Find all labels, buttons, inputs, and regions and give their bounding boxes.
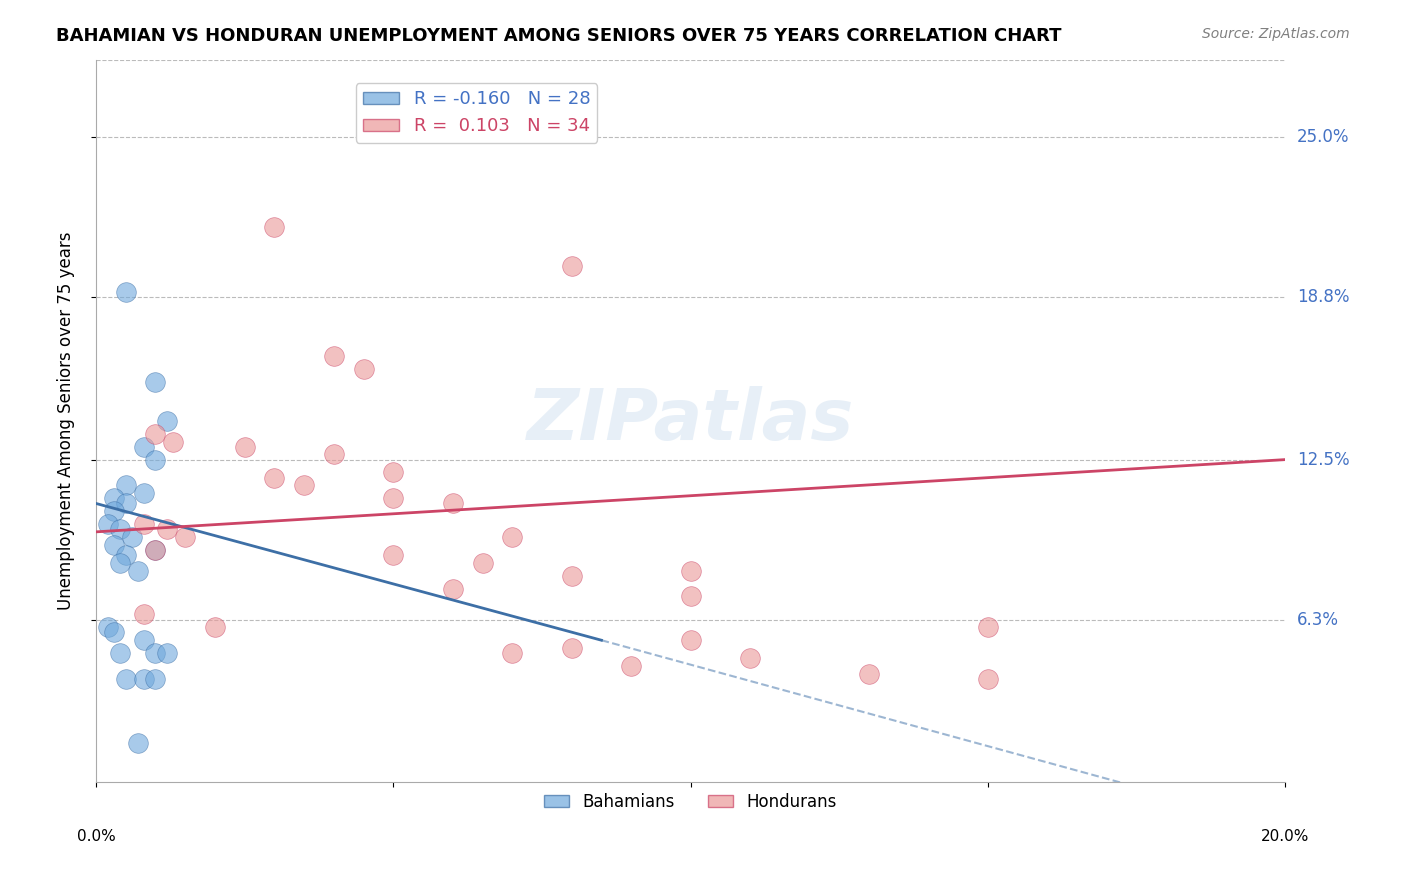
Point — [145, 542, 167, 557]
Point — [145, 646, 167, 660]
Point — [145, 542, 167, 557]
Point — [441, 496, 464, 510]
Point — [382, 466, 405, 480]
Point — [114, 672, 136, 686]
Text: 18.8%: 18.8% — [1298, 288, 1350, 306]
Point — [156, 414, 179, 428]
Point — [145, 426, 167, 441]
Text: 0.0%: 0.0% — [77, 829, 115, 844]
Point — [145, 375, 167, 389]
Point — [382, 548, 405, 562]
Point — [156, 522, 179, 536]
Point — [121, 530, 143, 544]
Point — [263, 470, 285, 484]
Point — [977, 672, 1000, 686]
Text: ZIPatlas: ZIPatlas — [527, 386, 855, 456]
Point — [108, 556, 131, 570]
Point — [132, 633, 155, 648]
Point — [204, 620, 226, 634]
Point — [382, 491, 405, 506]
Point — [561, 640, 583, 655]
Point — [132, 607, 155, 622]
Point — [740, 651, 762, 665]
Point — [441, 582, 464, 596]
Point — [108, 646, 131, 660]
Point — [561, 568, 583, 582]
Y-axis label: Unemployment Among Seniors over 75 years: Unemployment Among Seniors over 75 years — [58, 232, 75, 610]
Text: 25.0%: 25.0% — [1298, 128, 1350, 146]
Point — [156, 646, 179, 660]
Point — [127, 736, 149, 750]
Point — [233, 440, 256, 454]
Point — [322, 447, 344, 461]
Point — [132, 486, 155, 500]
Point — [145, 452, 167, 467]
Text: 20.0%: 20.0% — [1261, 829, 1309, 844]
Point — [114, 478, 136, 492]
Point — [471, 556, 494, 570]
Point — [174, 530, 197, 544]
Point — [561, 259, 583, 273]
Point — [103, 625, 125, 640]
Point — [103, 538, 125, 552]
Point — [858, 666, 880, 681]
Text: BAHAMIAN VS HONDURAN UNEMPLOYMENT AMONG SENIORS OVER 75 YEARS CORRELATION CHART: BAHAMIAN VS HONDURAN UNEMPLOYMENT AMONG … — [56, 27, 1062, 45]
Point — [679, 590, 702, 604]
Point — [132, 440, 155, 454]
Point — [977, 620, 1000, 634]
Legend: Bahamians, Hondurans: Bahamians, Hondurans — [537, 786, 844, 817]
Point — [145, 672, 167, 686]
Point — [114, 548, 136, 562]
Point — [97, 517, 120, 532]
Point — [114, 496, 136, 510]
Text: 12.5%: 12.5% — [1298, 450, 1350, 468]
Text: Source: ZipAtlas.com: Source: ZipAtlas.com — [1202, 27, 1350, 41]
Point — [132, 517, 155, 532]
Point — [501, 646, 523, 660]
Point — [162, 434, 184, 449]
Point — [108, 522, 131, 536]
Point — [97, 620, 120, 634]
Point — [679, 633, 702, 648]
Point — [114, 285, 136, 299]
Point — [103, 504, 125, 518]
Text: 6.3%: 6.3% — [1298, 611, 1339, 629]
Point — [353, 362, 375, 376]
Point — [263, 220, 285, 235]
Point — [501, 530, 523, 544]
Point — [132, 672, 155, 686]
Point — [292, 478, 315, 492]
Point — [620, 659, 643, 673]
Point — [322, 350, 344, 364]
Point — [679, 564, 702, 578]
Point — [103, 491, 125, 506]
Point — [127, 564, 149, 578]
